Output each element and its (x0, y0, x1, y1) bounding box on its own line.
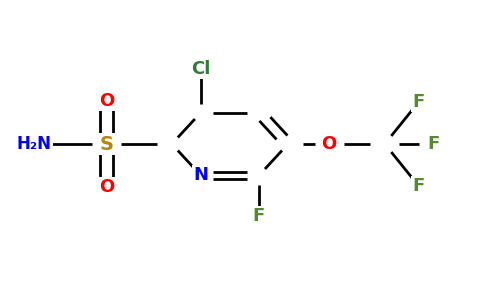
Text: F: F (253, 207, 265, 225)
Text: O: O (99, 178, 114, 196)
Text: O: O (99, 92, 114, 110)
Text: Cl: Cl (191, 60, 211, 78)
Text: F: F (427, 135, 439, 153)
Text: S: S (100, 134, 113, 154)
Text: F: F (412, 177, 425, 195)
Text: O: O (321, 135, 337, 153)
Text: F: F (412, 93, 425, 111)
Text: N: N (194, 167, 208, 184)
Text: H₂N: H₂N (16, 135, 51, 153)
